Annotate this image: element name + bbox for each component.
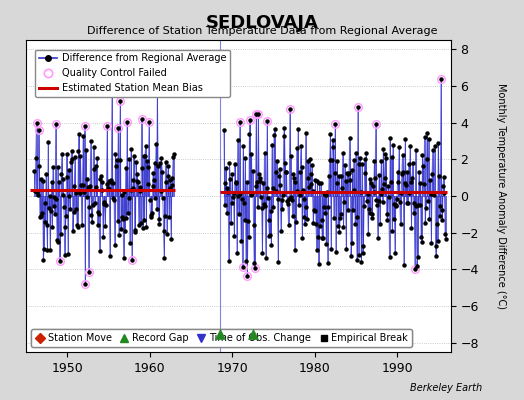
Text: SEDLOVAJA: SEDLOVAJA: [205, 14, 319, 32]
Text: Difference of Station Temperature Data from Regional Average: Difference of Station Temperature Data f…: [87, 26, 437, 36]
Legend: Station Move, Record Gap, Time of Obs. Change, Empirical Break: Station Move, Record Gap, Time of Obs. C…: [31, 329, 412, 347]
Text: Berkeley Earth: Berkeley Earth: [410, 383, 482, 393]
Y-axis label: Monthly Temperature Anomaly Difference (°C): Monthly Temperature Anomaly Difference (…: [496, 83, 506, 309]
